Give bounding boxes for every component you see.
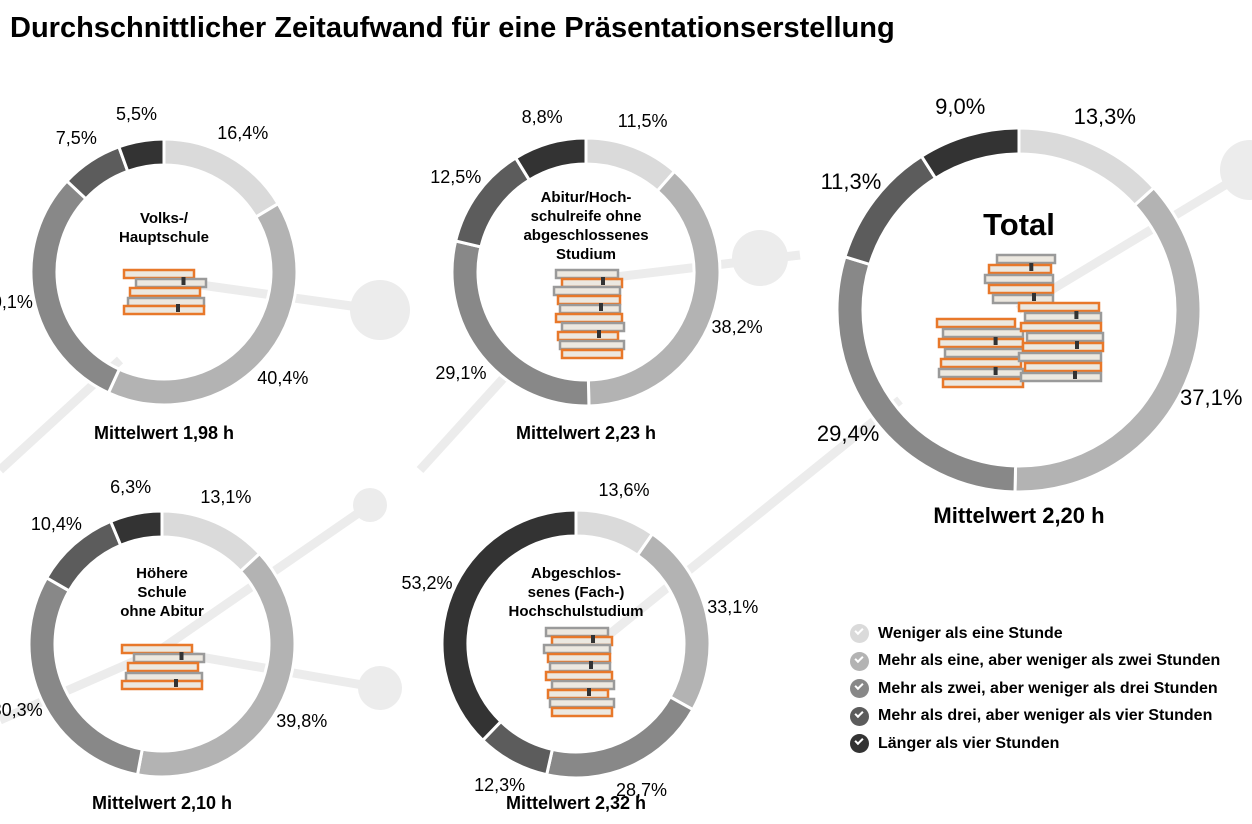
legend-item: Weniger als eine Stunde (850, 620, 1220, 648)
slice-value-label: 11,5% (617, 111, 668, 132)
legend-label: Länger als vier Stunden (878, 734, 1060, 752)
slice-value-label: 28,7% (615, 780, 667, 801)
legend-label: Mehr als zwei, aber weniger als drei Stu… (878, 679, 1218, 697)
slice-value-label: 39,8% (276, 710, 328, 731)
donut-segment (116, 137, 166, 174)
slice-value-label: 29,1% (435, 362, 487, 383)
slice-value-label: 6,3% (110, 477, 152, 498)
slice-value-label: 37,1% (1180, 384, 1243, 410)
legend-item: Länger als vier Stunden (850, 730, 1220, 758)
donut-center-label: Total (983, 207, 1055, 242)
mean-value-label: Mittelwert 2,23 h (515, 423, 657, 443)
slice-value-label: 29,4% (816, 420, 880, 446)
mean-value-label: Mittelwert 2,20 h (933, 503, 1105, 528)
slice-value-label: 30,3% (0, 700, 43, 721)
slice-value-label: 12,3% (474, 775, 526, 795)
page-title: Durchschnittlicher Zeitaufwand für eine … (10, 12, 895, 44)
legend-label: Mehr als eine, aber weniger als zwei Stu… (878, 652, 1221, 670)
legend: Weniger als eine Stunde Mehr als eine, a… (850, 620, 1220, 758)
slice-value-label: 5,5% (116, 104, 158, 125)
donut-segment (919, 126, 1021, 181)
donut-segment (1017, 126, 1157, 208)
slice-value-label: 7,5% (55, 128, 97, 149)
book-stack-icon (552, 268, 626, 360)
slice-value-label: 8,8% (521, 106, 563, 127)
slice-value-label: 16,4% (217, 122, 269, 143)
slice-value-label: 12,5% (430, 167, 482, 188)
legend-label: Weniger als eine Stunde (878, 624, 1063, 642)
donut-segment (108, 509, 164, 548)
slice-value-label: 10,4% (30, 513, 82, 534)
mean-value-label: Mittelwert 2,10 h (91, 793, 233, 813)
donut-segment (162, 137, 281, 220)
checkmark-icon (850, 651, 869, 671)
donut-segment (440, 508, 578, 743)
slice-value-label: 30,1% (0, 292, 33, 313)
donut-segment (160, 509, 262, 574)
mean-value-label: Mittelwert 1,98 h (93, 423, 235, 443)
donut-segment (64, 144, 130, 201)
checkmark-icon (850, 624, 869, 644)
legend-item: Mehr als zwei, aber weniger als drei Stu… (850, 675, 1220, 703)
donut-segment (584, 136, 677, 194)
donut-center-label: Abgeschlos- senes (Fach-) Hochschulstudi… (508, 565, 644, 620)
slice-value-label: 38,2% (711, 316, 763, 337)
book-stack-icon (120, 643, 206, 691)
slice-value-label: 11,3% (820, 169, 882, 195)
slice-value-label: 33,1% (707, 597, 759, 618)
donut-center-label: Volks-/ Hauptschule (118, 210, 209, 246)
checkmark-icon (850, 679, 869, 699)
donut-segment (513, 136, 588, 183)
book-stack-icon (542, 626, 616, 718)
slice-value-label: 9,0% (935, 94, 986, 120)
donut-center-label: Abitur/Hoch- schulreife ohne abgeschloss… (523, 189, 649, 263)
slice-value-label: 40,4% (257, 368, 309, 389)
legend-item: Mehr als drei, aber weniger als vier Stu… (850, 703, 1220, 731)
slice-value-label: 13,3% (1073, 104, 1136, 129)
book-stack-icon (935, 253, 1105, 389)
mean-value-label: Mittelwert 2,32 h (505, 793, 647, 813)
slice-value-label: 13,6% (598, 480, 650, 501)
slice-value-label: 53,2% (401, 573, 453, 594)
donut-center-label: Höhere Schule ohne Abitur (120, 565, 204, 620)
checkmark-icon (850, 734, 869, 754)
legend-label: Mehr als drei, aber weniger als vier Stu… (878, 707, 1213, 725)
checkmark-icon (850, 706, 869, 726)
legend-item: Mehr als eine, aber weniger als zwei Stu… (850, 648, 1220, 676)
slice-value-label: 13,1% (200, 487, 252, 508)
book-stack-icon (122, 268, 208, 316)
